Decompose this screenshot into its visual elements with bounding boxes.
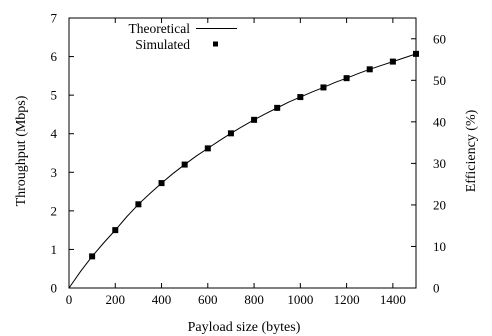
y2-tick-label: 60	[433, 31, 446, 46]
y-tick-label: 4	[51, 126, 58, 141]
legend-marker-simulated	[213, 41, 218, 47]
x-tick-label: 400	[152, 292, 172, 307]
x-axis-label: Payload size (bytes)	[188, 320, 301, 335]
plot-border	[68, 17, 417, 289]
y-tick-label: 3	[51, 165, 58, 180]
data-point-simulated	[181, 161, 188, 168]
y2-tick-label: 30	[433, 156, 446, 171]
x-tick-label: 200	[106, 292, 126, 307]
data-point-simulated	[89, 253, 96, 260]
y2-tick-label: 0	[433, 281, 440, 296]
legend: Theoretical Simulated	[129, 21, 237, 52]
y2-tick-label: 40	[433, 114, 446, 129]
y2-axis-ticks: 0 10 20 30 40 50 60	[411, 31, 446, 296]
y2-tick-label: 20	[433, 197, 446, 212]
x-tick-label: 1200	[334, 292, 360, 307]
y2-tick-label: 10	[433, 239, 446, 254]
data-point-simulated	[343, 75, 350, 82]
data-point-simulated	[297, 94, 304, 101]
data-point-simulated	[204, 145, 211, 152]
data-point-simulated	[413, 50, 419, 57]
data-point-simulated	[112, 227, 119, 234]
x-tick-label: 1400	[380, 292, 406, 307]
data-point-simulated	[389, 58, 396, 65]
legend-label-theoretical: Theoretical	[129, 21, 191, 36]
data-point-simulated	[227, 130, 234, 137]
legend-label-simulated: Simulated	[135, 37, 190, 52]
y-tick-label: 6	[51, 49, 58, 64]
data-point-simulated	[366, 66, 373, 73]
series-line-theoretical	[68, 53, 417, 289]
y2-tick-label: 50	[433, 73, 446, 88]
y-tick-label: 5	[51, 88, 58, 103]
series-layer	[68, 50, 419, 289]
y-axis-ticks: 0 1 2 3 4 5 6 7	[51, 11, 74, 296]
x-tick-label: 1000	[287, 292, 313, 307]
x-tick-label: 600	[198, 292, 218, 307]
y2-axis-label: Efficiency (%)	[464, 109, 479, 192]
y-axis-label: Throughput (Mbps)	[14, 95, 29, 206]
x-tick-label: 0	[66, 292, 73, 307]
y-tick-label: 1	[51, 242, 58, 257]
y-tick-label: 2	[51, 203, 58, 218]
x-tick-label: 800	[244, 292, 264, 307]
data-point-simulated	[251, 116, 258, 123]
y-tick-label: 0	[51, 281, 58, 296]
data-point-simulated	[274, 104, 281, 111]
data-point-simulated	[135, 201, 142, 208]
y-tick-label: 7	[51, 11, 58, 26]
x-axis-ticks: 0 200 400 600 800 1000 1200 1400	[66, 18, 406, 307]
data-point-simulated	[320, 84, 327, 91]
plot-frame	[68, 17, 417, 289]
data-point-simulated	[158, 180, 165, 187]
